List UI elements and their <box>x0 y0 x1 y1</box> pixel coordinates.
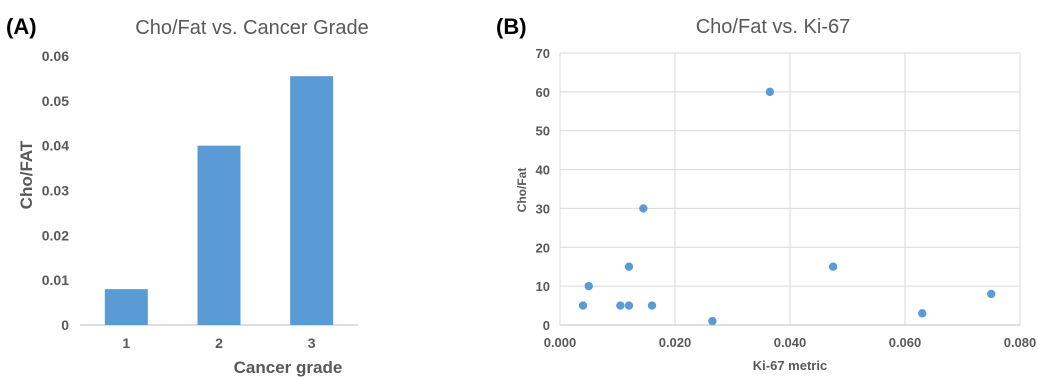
chart-b-point <box>765 87 775 97</box>
chart-b-y-axis-label: Cho/Fat <box>515 168 529 213</box>
chart-a-y-tick-label: 0 <box>61 317 69 333</box>
chart-b-y-tick-label: 10 <box>536 279 550 294</box>
chart-b-y-tick-label: 50 <box>536 124 550 139</box>
chart-a-y-tick-label: 0.03 <box>42 183 69 199</box>
chart-b-x-tick-label: 0.020 <box>659 335 692 350</box>
chart-b-point <box>584 281 593 291</box>
chart-b-point <box>708 316 717 326</box>
chart-b-x-tick-label: 0.040 <box>774 335 807 350</box>
chart-b-x-tick-label: 0.080 <box>1004 335 1037 350</box>
chart-b-y-tick-label: 40 <box>536 163 550 178</box>
chart-b-point <box>578 301 588 310</box>
chart-a-y-tick-label: 0.04 <box>42 138 69 154</box>
chart-b-point <box>987 289 996 299</box>
chart-b-y-tick-label: 70 <box>536 46 550 61</box>
chart-b-x-tick-label: 0.060 <box>889 335 922 350</box>
panel-a-label: (A) <box>6 14 37 39</box>
chart-a-x-axis-label: Cancer grade <box>234 358 343 377</box>
chart-a-x-tick-label: 2 <box>215 335 223 351</box>
chart-b-y-tick-label: 0 <box>543 318 550 333</box>
chart-b-point <box>647 301 657 310</box>
chart-b-point <box>639 204 648 213</box>
chart-b-point <box>918 309 927 318</box>
chart-b-y-tick-label: 30 <box>536 201 550 216</box>
chart-b-y-tick-label: 20 <box>536 240 550 255</box>
chart-a-bar <box>197 145 241 325</box>
chart-a-y-tick-label: 0.01 <box>42 272 69 288</box>
chart-a-x-tick-label: 1 <box>122 335 130 351</box>
chart-b-point <box>624 301 634 310</box>
chart-b-point <box>624 262 634 271</box>
chart-b-x-axis-label: Ki-67 metric <box>753 358 827 373</box>
chart-a-title: Cho/Fat vs. Cancer Grade <box>135 17 368 39</box>
panel-b-label: (B) <box>496 14 527 39</box>
chart-a-bar <box>104 289 148 325</box>
chart-a-x-tick-label: 3 <box>308 335 316 351</box>
chart-a-y-tick-label: 0.02 <box>42 227 69 243</box>
chart-b-point <box>616 301 625 310</box>
chart-a-y-tick-label: 0.05 <box>42 93 69 109</box>
chart-a-y-tick-label: 0.06 <box>42 48 69 64</box>
chart-a-y-axis-label: Cho/FAT <box>17 140 36 209</box>
chart-a-bar <box>290 76 334 325</box>
chart-b-x-tick-label: 0.000 <box>544 335 577 350</box>
chart-b-y-tick-label: 60 <box>536 85 550 100</box>
chart-b-point <box>828 262 838 271</box>
chart-b-title: Cho/Fat vs. Ki-67 <box>696 16 851 38</box>
